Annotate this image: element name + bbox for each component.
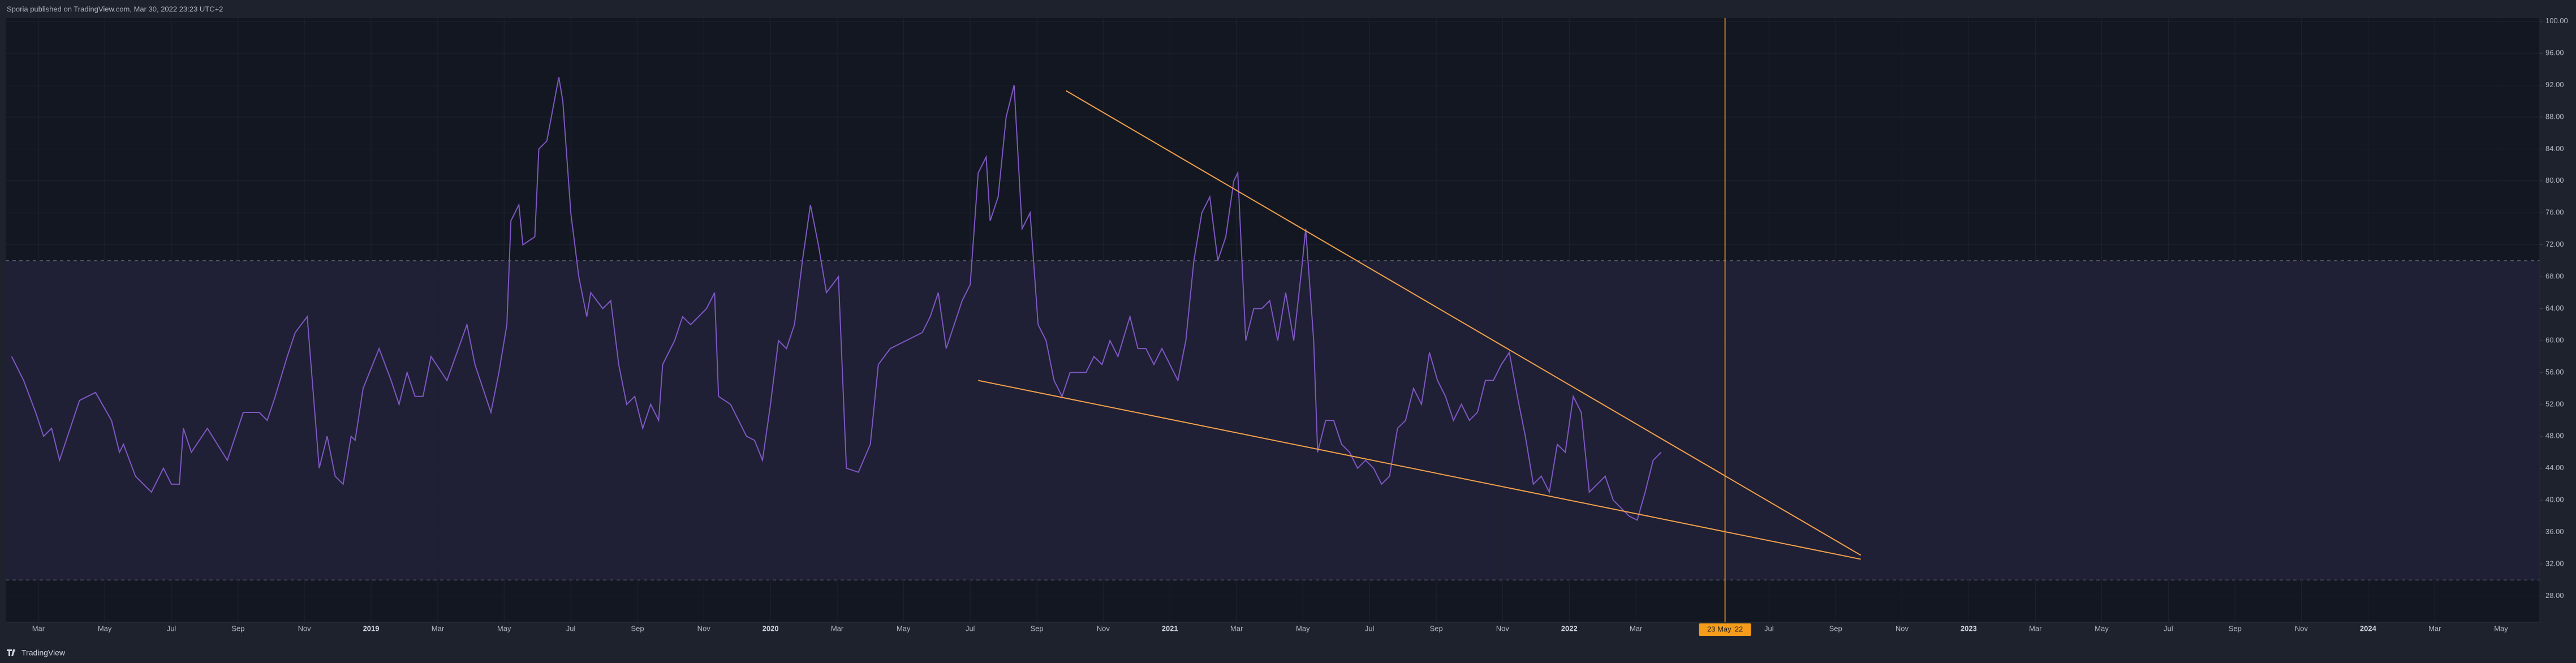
y-tick-label: 28.00 xyxy=(2545,591,2564,600)
x-tick-label: Nov xyxy=(697,624,711,632)
x-tick-label: 2021 xyxy=(1162,624,1178,632)
x-tick-label: Sep xyxy=(1829,624,1842,632)
x-tick-label: Mar xyxy=(32,624,45,632)
y-tick-label: 88.00 xyxy=(2545,112,2564,120)
y-tick-label: 84.00 xyxy=(2545,144,2564,153)
rsi-line xyxy=(11,77,1662,521)
brand-text: TradingView xyxy=(21,648,66,657)
x-tick-label: 2024 xyxy=(2360,624,2377,632)
x-tick-label: May xyxy=(497,624,511,632)
y-tick-label: 100.00 xyxy=(2545,16,2568,25)
y-tick-label: 52.00 xyxy=(2545,399,2564,408)
x-tick-label: 2023 xyxy=(1961,624,1977,632)
x-tick-label: 2022 xyxy=(1561,624,1578,632)
x-tick-label: Mar xyxy=(2428,624,2441,632)
date-marker-box xyxy=(1699,623,1751,636)
y-tick-label: 56.00 xyxy=(2545,368,2564,376)
x-tick-label: Nov xyxy=(1097,624,1110,632)
x-tick-label: May xyxy=(1296,624,1310,632)
x-tick-label: Jul xyxy=(566,624,576,632)
x-tick-label: Jul xyxy=(1365,624,1375,632)
brand-logo xyxy=(7,649,15,656)
x-tick-label: Mar xyxy=(1230,624,1243,632)
y-tick-label: 96.00 xyxy=(2545,49,2564,57)
x-tick-label: Nov xyxy=(2295,624,2308,632)
date-marker-label: 23 May '22 xyxy=(1699,623,1751,636)
y-tick-label: 32.00 xyxy=(2545,559,2564,567)
x-tick-label: 2020 xyxy=(763,624,779,632)
y-tick-label: 76.00 xyxy=(2545,208,2564,217)
x-tick-label: Jul xyxy=(1764,624,1774,632)
y-tick-label: 44.00 xyxy=(2545,463,2564,472)
y-tick-label: 60.00 xyxy=(2545,335,2564,344)
x-tick-label: Sep xyxy=(631,624,644,632)
x-tick-label: Jul xyxy=(2164,624,2173,632)
x-tick-label: Jul xyxy=(966,624,975,632)
x-tick-label: 2019 xyxy=(363,624,380,632)
x-tick-label: May xyxy=(2095,624,2109,632)
y-tick-label: 64.00 xyxy=(2545,304,2564,312)
x-tick-label: Mar xyxy=(432,624,445,632)
plot-area xyxy=(6,18,2540,622)
x-tick-label: Sep xyxy=(231,624,244,632)
x-tick-label: Mar xyxy=(1630,624,1643,632)
y-tick-label: 36.00 xyxy=(2545,527,2564,536)
x-tick-label: Sep xyxy=(1430,624,1443,632)
x-tick-label: May xyxy=(897,624,911,632)
date-marker-text: 23 May '22 xyxy=(1707,625,1743,633)
x-tick-label: Mar xyxy=(831,624,844,632)
y-tick-label: 72.00 xyxy=(2545,240,2564,248)
chart-title: Sporia published on TradingView.com, Mar… xyxy=(7,5,223,13)
trendline xyxy=(978,380,1861,560)
y-tick-label: 48.00 xyxy=(2545,432,2564,440)
x-tick-label: Sep xyxy=(1030,624,1043,632)
x-tick-label: Jul xyxy=(167,624,176,632)
x-tick-label: Nov xyxy=(1496,624,1510,632)
y-tick-label: 92.00 xyxy=(2545,80,2564,89)
y-tick-label: 80.00 xyxy=(2545,176,2564,184)
x-tick-label: Nov xyxy=(1896,624,1909,632)
x-tick-label: Nov xyxy=(298,624,312,632)
x-tick-label: May xyxy=(2494,624,2508,632)
y-tick-label: 68.00 xyxy=(2545,272,2564,281)
x-tick-label: Sep xyxy=(2229,624,2242,632)
trendline xyxy=(1066,90,1862,556)
y-tick-label: 40.00 xyxy=(2545,496,2564,504)
x-tick-label: Mar xyxy=(2029,624,2042,632)
x-tick-label: May xyxy=(98,624,112,632)
